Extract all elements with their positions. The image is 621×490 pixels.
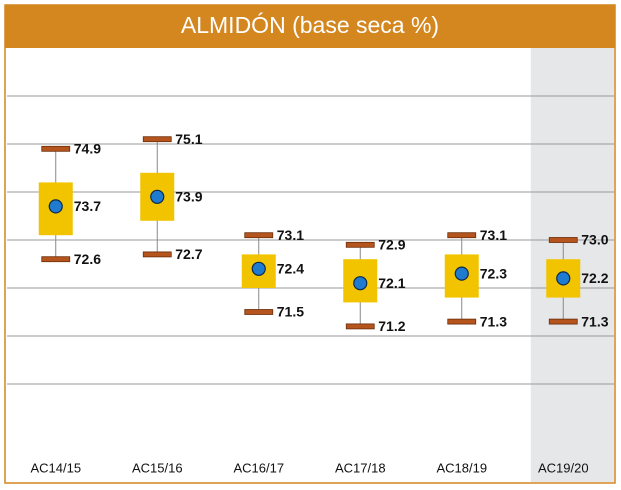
x-tick-label: AC14/15 [30,460,81,475]
x-tick-label: AC17/18 [335,460,386,475]
mean-label: 73.7 [74,198,101,214]
title-bar [5,5,615,48]
min-marker [345,323,375,330]
max-marker [142,136,172,143]
frame [4,4,616,484]
mean-label: 72.1 [378,275,405,291]
mean-marker [251,261,266,276]
min-marker [41,256,71,263]
max-marker [548,237,578,243]
mean-label: 73.9 [175,189,202,205]
max-marker [447,232,477,239]
mean-marker [353,276,368,291]
max-label: 72.9 [378,237,405,253]
mean-label: 72.2 [581,270,608,286]
min-label: 72.6 [74,251,101,267]
x-tick-label: AC15/16 [132,460,183,475]
min-label: 71.5 [277,304,304,320]
mean-marker [150,189,165,204]
x-tick-label: AC18/19 [436,460,487,475]
mean-label: 72.4 [277,261,304,277]
mean-marker [48,199,63,214]
max-label: 73.1 [480,227,507,243]
mean-marker [454,266,469,281]
max-marker [345,241,375,248]
max-label: 73.1 [277,227,304,243]
min-marker [548,318,578,325]
max-label: 73.0 [581,232,608,248]
max-marker [244,232,274,239]
min-label: 71.3 [480,313,507,329]
x-tick-label: AC16/17 [233,460,284,475]
x-tick-label: AC19/20 [538,460,589,475]
max-label: 74.9 [74,141,101,157]
max-label: 75.1 [175,131,202,147]
min-label: 71.2 [378,318,405,334]
min-marker [244,309,274,315]
min-marker [447,318,477,325]
chart-title: ALMIDÓN (base seca %) [181,12,439,38]
min-label: 72.7 [175,246,202,262]
mean-marker [556,271,571,286]
min-label: 71.3 [581,313,608,329]
min-marker [142,251,172,258]
max-marker [41,145,71,152]
mean-label: 72.3 [480,265,507,281]
